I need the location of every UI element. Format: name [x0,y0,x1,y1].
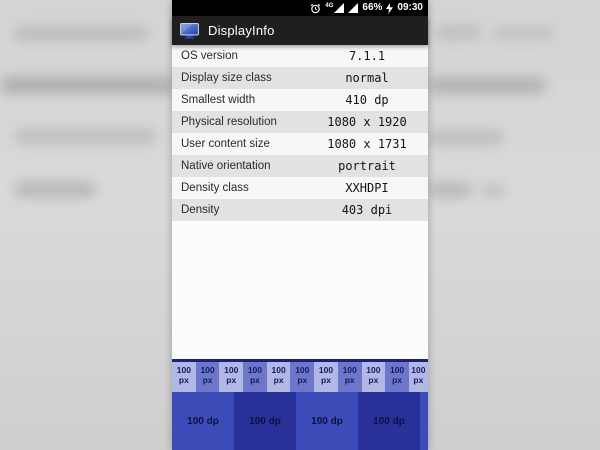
px-block: 100 px [337,362,362,392]
row-value: 410 dp [345,93,389,107]
status-clock: 09:30 [397,2,423,13]
alarm-icon [310,3,321,14]
row-value: 1080 x 1920 [327,115,407,129]
blurred-background-text [0,76,174,94]
px-block: 100 px [172,362,196,392]
phone-screenshot: 4G 66% 09:30 [172,0,428,450]
display-info-table: OS version 7.1.1 Display size class norm… [172,45,428,221]
charging-bolt-icon [386,2,394,14]
px-block: 100 px [266,362,291,392]
px-block: 100 px [195,362,220,392]
row-value: XXHDPI [345,181,389,195]
blurred-background-text [14,129,156,144]
table-row: Physical resolution 1080 x 1920 [172,111,428,133]
cellular-signal-4g-icon: 4G [325,3,345,13]
status-bar: 4G 66% 09:30 [172,0,428,16]
table-row: Smallest width 410 dp [172,89,428,111]
blurred-background-text [482,184,506,197]
blurred-background-text [436,26,480,39]
table-row: OS version 7.1.1 [172,45,428,67]
ruler-top-strip [172,359,428,362]
table-row: Density class XXHDPI [172,177,428,199]
blurred-background-text [14,27,148,40]
table-row: Density 403 dpi [172,199,428,221]
table-row: User content size 1080 x 1731 [172,133,428,155]
dp-block: 100 dp [296,392,358,450]
row-value: 403 dpi [341,203,393,217]
row-label: Display size class [181,72,272,84]
row-label: OS version [181,50,238,62]
px-block: 100 px [361,362,386,392]
px-block: 100 px [290,362,315,392]
dp-block: 100 dp [234,392,296,450]
dp-block [420,392,428,450]
network-type-label: 4G [325,3,334,9]
cellular-signal-icon [348,3,359,13]
blurred-background-text [428,77,546,94]
app-title: DisplayInfo [208,23,275,38]
dp-block: 100 dp [358,392,420,450]
blurred-background-text [492,27,554,40]
blurred-background-text [14,181,96,198]
row-label: Density class [181,182,249,194]
signal-triangle-icon [334,3,345,13]
row-label: Physical resolution [181,116,277,128]
table-row: Display size class normal [172,67,428,89]
table-row: Native orientation portrait [172,155,428,177]
blurred-background-text [428,182,472,198]
app-bar: DisplayInfo [172,16,428,45]
dp-ruler-row: 100 dp 100 dp 100 dp 100 dp [172,392,428,450]
dp-block: 100 dp [172,392,234,450]
px-block: 100 px [243,362,267,392]
row-value: normal [345,71,389,85]
px-block: 100 px [408,362,428,392]
px-block: 100 px [385,362,409,392]
px-block: 100 px [219,362,244,392]
row-value: 7.1.1 [348,49,386,63]
px-ruler-row: 100 px 100 px 100 px 100 px 100 px 100 px 100 p… [172,362,428,392]
density-ruler: 100 px 100 px 100 px 100 px 100 px 100 px 100 p… [172,359,428,450]
row-label: User content size [181,138,270,150]
px-block: 100 px [314,362,338,392]
empty-content-area [172,221,428,359]
row-value: portrait [338,159,396,173]
app-monitor-icon [180,22,199,39]
row-label: Native orientation [181,160,271,172]
row-value: 1080 x 1731 [327,137,407,151]
row-label: Smallest width [181,94,256,106]
blurred-background-text [428,130,504,145]
battery-percent: 66% [362,2,383,13]
row-label: Density [181,204,220,216]
